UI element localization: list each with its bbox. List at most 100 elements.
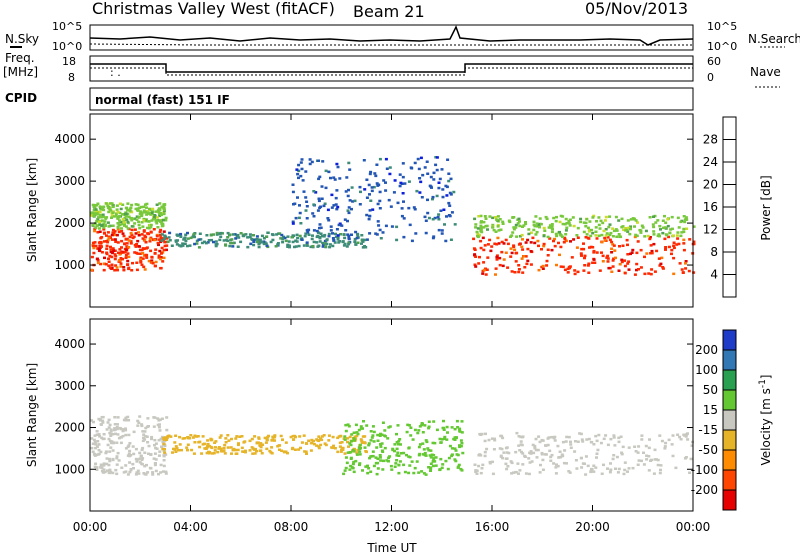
- echo-cell-1: [348, 435, 352, 439]
- echo-cell-0: [119, 265, 123, 268]
- echo-cell-2: [353, 237, 357, 241]
- echo-cell-2: [427, 426, 431, 430]
- echo-cell-1: [338, 445, 342, 448]
- echo-cell-1: [339, 450, 343, 453]
- echo-cell-5: [532, 228, 536, 232]
- echo-cell-0: [162, 256, 166, 260]
- echo-cell-0: [159, 266, 163, 270]
- echo-cell-3: [317, 177, 321, 181]
- echo-cell-3: [327, 219, 331, 222]
- echo-cell-5: [542, 226, 546, 230]
- echo-cell-1: [155, 219, 159, 222]
- echo-cell-5: [511, 231, 515, 234]
- echo-cell-1: [137, 215, 141, 219]
- echo-cell-1: [117, 223, 121, 226]
- echo-cell-2: [374, 461, 378, 465]
- echo-cell-3: [408, 223, 412, 227]
- echo-cell-2: [321, 241, 325, 245]
- echo-cell-2: [393, 465, 397, 468]
- echo-cell-3: [564, 440, 568, 443]
- echo-cell-0: [90, 255, 94, 259]
- echo-cell-2: [281, 237, 285, 241]
- echo-cell-2: [305, 244, 309, 247]
- echo-cell-4: [588, 246, 591, 249]
- echo-cell-5: [572, 224, 576, 228]
- echo-cell-0: [100, 251, 104, 254]
- echo-cell-3: [317, 159, 320, 162]
- echo-cell-2: [312, 240, 316, 244]
- echo-cell-4: [636, 240, 640, 243]
- echo-cell-3: [440, 229, 444, 232]
- echo-cell-2: [348, 451, 351, 454]
- echo-cell-3: [365, 213, 369, 217]
- echo-cell-1: [114, 214, 118, 217]
- echo-cell-1: [130, 210, 134, 214]
- echo-cell-2: [327, 234, 331, 238]
- echo-cell-1: [91, 203, 95, 207]
- echo-cell-3: [586, 464, 590, 468]
- echo-cell-4: [649, 244, 653, 247]
- echo-cell-1: [131, 217, 135, 220]
- colorbar-frame: [722, 329, 737, 511]
- echo-cell-3: [484, 432, 487, 436]
- echo-cell-0: [141, 430, 145, 433]
- echo-cell-5: [564, 217, 568, 221]
- echo-cell-2: [399, 452, 403, 455]
- echo-cell-2: [361, 469, 364, 472]
- echo-cell-2: [224, 238, 228, 242]
- echo-cell-2: [456, 466, 460, 469]
- echo-cell-0: [115, 472, 119, 476]
- echo-cell-0: [132, 430, 136, 434]
- echo-cell-3: [312, 190, 316, 193]
- echo-cell-5: [600, 233, 604, 237]
- echo-cell-0: [122, 418, 126, 422]
- echo-cell-0: [111, 471, 115, 475]
- echo-cell-5: [602, 229, 606, 233]
- echo-cell-1: [121, 222, 125, 226]
- echo-cell-2: [450, 447, 454, 450]
- echo-cell-3: [431, 195, 435, 199]
- echo-cell-2: [343, 236, 347, 240]
- echo-cell-0: [106, 231, 110, 234]
- echo-cell-1: [227, 439, 231, 442]
- echo-cell-3: [318, 226, 321, 230]
- echo-cell-2: [410, 460, 414, 463]
- echo-cell-4: [563, 238, 567, 241]
- echo-cell-5: [611, 227, 615, 230]
- echo-cell-0: [139, 258, 143, 261]
- echo-cell-2: [413, 466, 417, 470]
- echo-cell-2: [367, 467, 371, 470]
- echo-cell-5: [538, 217, 542, 220]
- echo-cell-2: [356, 234, 360, 237]
- echo-cell-4: [643, 255, 646, 259]
- echo-cell-2: [360, 242, 363, 245]
- echo-cell-2: [252, 238, 256, 242]
- echo-cell-0: [138, 451, 142, 455]
- echo-cell-4: [680, 268, 684, 271]
- echo-cell-1: [136, 207, 140, 210]
- echo-cell-3: [596, 448, 600, 452]
- echo-cell-3: [490, 437, 494, 440]
- echo-cell-4: [526, 259, 530, 263]
- echo-cell-0: [135, 268, 139, 272]
- echo-cell-4: [573, 272, 577, 276]
- echo-cell-2: [370, 436, 374, 439]
- echo-cell-2: [458, 444, 461, 447]
- echo-cell-3: [488, 460, 492, 464]
- echo-cell-3: [581, 462, 585, 465]
- echo-cell-2: [458, 445, 462, 449]
- echo-cell-0: [144, 473, 148, 476]
- echo-cell-3: [573, 450, 577, 453]
- echo-cell-2: [455, 453, 459, 456]
- echo-cell-1: [157, 210, 161, 214]
- echo-cell-2: [422, 448, 426, 451]
- echo-cell-3: [614, 467, 617, 470]
- echo-cell-2: [315, 235, 319, 239]
- echo-cell-3: [424, 219, 428, 222]
- echo-cell-0: [139, 454, 143, 458]
- y-tick-label: 4000: [54, 132, 85, 146]
- echo-cell-3: [612, 436, 616, 439]
- echo-cell-1: [124, 212, 128, 215]
- echo-cell-3: [368, 193, 371, 196]
- noise-tick-right-high: 10^5: [707, 20, 737, 33]
